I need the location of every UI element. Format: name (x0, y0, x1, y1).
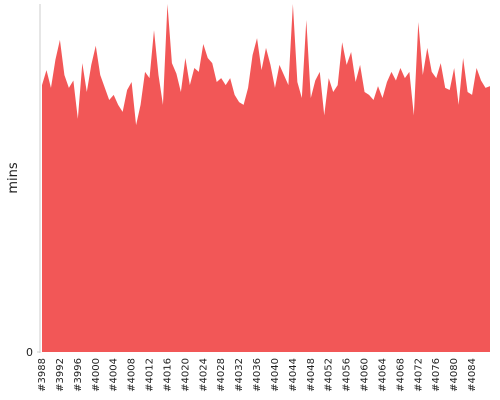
x-tick-label: #4028 (216, 358, 227, 392)
x-tick-label: #4000 (91, 358, 102, 392)
y-axis-label: mins (6, 162, 21, 194)
x-tick-label: #4076 (431, 358, 442, 392)
x-tick-label: #4004 (109, 358, 120, 392)
x-tick-label: #4068 (395, 358, 406, 392)
area (42, 4, 490, 352)
x-tick-label: #4048 (306, 358, 317, 392)
y-tick-label: 0 (26, 346, 33, 359)
x-tick-label: #3996 (73, 358, 84, 392)
x-tick-label: #4072 (413, 358, 424, 392)
x-tick-label: #4016 (162, 358, 173, 392)
x-tick-label: #4044 (288, 358, 299, 392)
x-tick-label: #4080 (449, 358, 460, 392)
x-tick-label: #4040 (270, 358, 281, 392)
x-tick-label: #4084 (467, 358, 478, 392)
x-tick-label: #4024 (198, 358, 209, 392)
x-tick-label: #4036 (252, 358, 263, 392)
x-tick-label: #4032 (234, 358, 245, 392)
x-tick-label: #4012 (145, 358, 156, 392)
x-tick-label: #4056 (342, 358, 353, 392)
x-tick-label: #3988 (37, 358, 48, 392)
x-tick-label: #4052 (324, 358, 335, 392)
x-tick-label: #4064 (377, 358, 388, 392)
x-tick-label: #3992 (55, 358, 66, 392)
x-tick-label: #4020 (180, 358, 191, 392)
x-tick-label: #4008 (127, 358, 138, 392)
x-tick-label: #4060 (360, 358, 371, 392)
